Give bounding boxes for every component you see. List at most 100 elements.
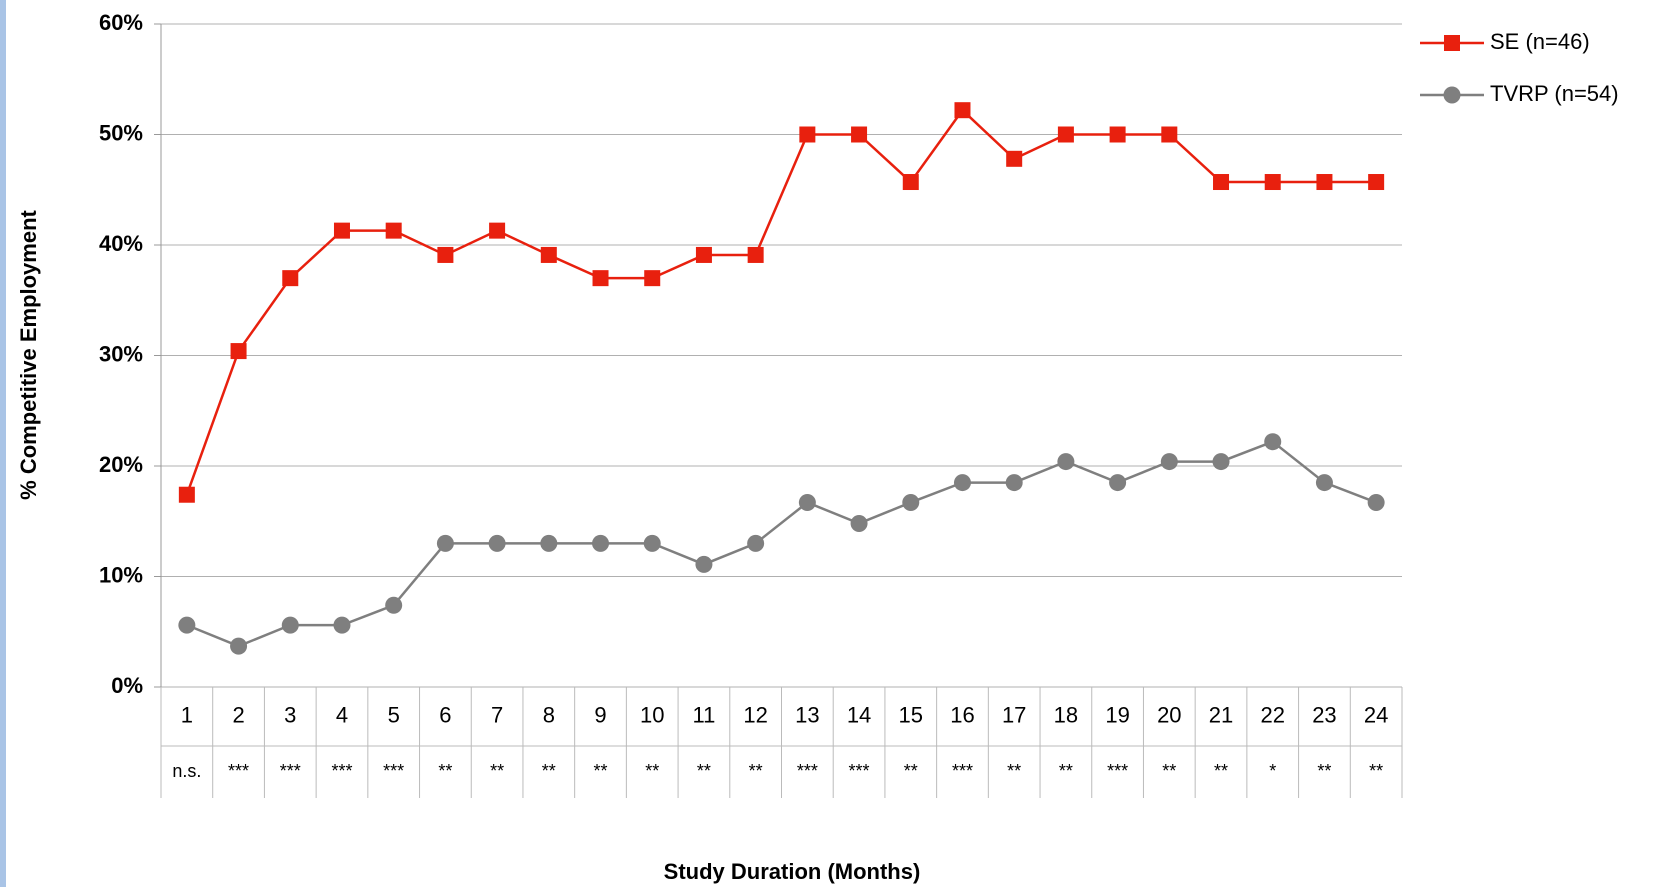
y-tick-label: 10% [99,562,143,587]
data-point [281,616,299,634]
legend-label: TVRP (n=54) [1490,81,1619,106]
data-point [333,222,350,239]
x-tick-label: 11 [693,702,716,727]
x-axis-title: Study Duration (Months) [664,859,921,884]
data-point [1315,474,1333,492]
series-line [185,108,1377,496]
data-point [592,534,610,552]
significance-label: ** [904,761,918,781]
data-point [178,616,196,634]
data-point [799,126,816,143]
x-tick-label: 12 [743,702,767,727]
x-tick-label: 3 [284,702,296,727]
y-tick-label: 40% [99,231,143,256]
x-tick-label: 2 [232,702,244,727]
data-point [1367,493,1385,511]
data-point [333,616,351,634]
significance-label: ** [1162,761,1176,781]
x-tick-label: 10 [640,702,664,727]
significance-label: *** [228,761,249,781]
data-point [178,486,195,503]
x-tick-label: 8 [543,702,555,727]
data-point [954,102,971,119]
data-point [798,493,816,511]
x-tick-label: 1 [181,702,193,727]
data-point [1161,126,1178,143]
significance-label: *** [849,761,870,781]
x-tick-label: 16 [950,702,974,727]
data-point [1160,453,1178,471]
legend-marker [1443,86,1461,104]
x-tick-label: 6 [439,702,451,727]
significance-label: ** [1214,761,1228,781]
data-point [1213,174,1230,191]
significance-label: *** [383,761,404,781]
data-point [1005,474,1023,492]
series-line [186,440,1377,648]
data-point [695,246,712,263]
x-tick-label: 4 [336,702,348,727]
significance-label: ** [1059,761,1073,781]
significance-label: ** [697,761,711,781]
x-tick-label: 20 [1157,702,1181,727]
significance-label: ** [490,761,504,781]
data-point [851,126,868,143]
data-point [644,270,661,287]
y-tick-label: 20% [99,452,143,477]
significance-label: ** [542,761,556,781]
data-point [953,474,971,492]
data-point [230,637,248,655]
data-point [643,534,661,552]
data-point [230,343,247,360]
y-tick-label: 0% [111,673,143,698]
x-tick-label: 9 [594,702,606,727]
data-point [436,534,454,552]
x-tick-label: 15 [899,702,923,727]
y-tick-label: 50% [99,120,143,145]
y-axis-title: % Competitive Employment [16,209,41,499]
y-tick-label: 60% [99,10,143,35]
significance-label: ** [1317,761,1331,781]
x-tick-label: 24 [1364,702,1388,727]
y-tick-label: 30% [99,341,143,366]
data-point [592,270,609,287]
data-point [385,222,402,239]
x-tick-label: 13 [795,702,819,727]
significance-label: *** [952,761,973,781]
data-point [488,534,506,552]
x-tick-label: 18 [1054,702,1078,727]
data-point [437,246,454,263]
data-point [489,222,506,239]
significance-label: * [1269,761,1276,781]
significance-label: ** [645,761,659,781]
significance-label: *** [280,761,301,781]
data-point [747,246,764,263]
data-point [1109,126,1126,143]
data-point [282,270,299,287]
x-tick-label: 17 [1002,702,1026,727]
x-tick-label: 21 [1209,702,1233,727]
data-point [540,246,557,263]
significance-label: ** [749,761,763,781]
data-point [385,596,403,614]
data-point [1264,174,1281,191]
window-edge [0,0,6,887]
data-point [1006,150,1023,167]
x-tick-label: 7 [491,702,503,727]
x-tick-label: 14 [847,702,871,727]
significance-label: *** [331,761,352,781]
significance-label: ** [438,761,452,781]
data-point [1057,126,1074,143]
data-point [902,493,920,511]
significance-label: *** [797,761,818,781]
data-point [1316,174,1333,191]
x-tick-label: 23 [1312,702,1336,727]
significance-label: ** [594,761,608,781]
legend-label: SE (n=46) [1490,29,1590,54]
data-point [902,174,919,191]
significance-label: *** [1107,761,1128,781]
significance-label: ** [1007,761,1021,781]
data-point [1212,453,1230,471]
